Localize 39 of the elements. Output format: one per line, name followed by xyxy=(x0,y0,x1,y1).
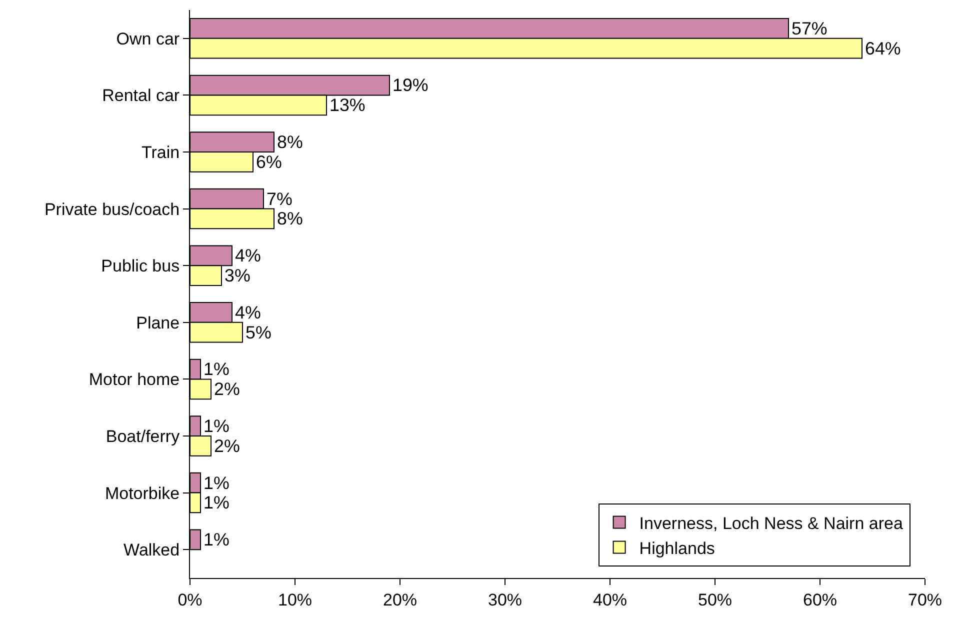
y-tick-label: Rental car xyxy=(102,86,180,106)
data-label: 8% xyxy=(277,208,303,229)
data-label: 6% xyxy=(256,152,282,172)
x-tick-label: 70% xyxy=(908,590,942,610)
data-label: 3% xyxy=(224,266,250,286)
y-tick-label: Own car xyxy=(116,29,180,48)
y-tick-label: Motorbike xyxy=(104,484,180,503)
data-label: 1% xyxy=(204,530,230,550)
data-label: 4% xyxy=(235,246,261,266)
x-tick-label: 0% xyxy=(178,590,202,610)
data-label: 64% xyxy=(865,38,901,58)
data-label: 2% xyxy=(214,379,240,400)
y-tick-label: Plane xyxy=(136,313,180,332)
y-tick-label: Public bus xyxy=(101,256,180,276)
data-label: 7% xyxy=(266,188,292,209)
legend-label: Inverness, Loch Ness & Nairn area xyxy=(639,514,904,533)
legend-label: Highlands xyxy=(639,538,715,558)
x-tick-label: 30% xyxy=(488,590,522,610)
y-tick-label: Motor home xyxy=(88,370,180,390)
x-tick-label: 40% xyxy=(592,590,628,610)
y-tick-label: Private bus/coach xyxy=(44,200,180,219)
data-label: 4% xyxy=(235,302,261,322)
y-tick-label: Walked xyxy=(124,540,180,560)
x-tick-label: 50% xyxy=(698,590,732,610)
data-label: 2% xyxy=(214,436,240,456)
data-label: 1% xyxy=(204,492,230,513)
data-label: 1% xyxy=(204,416,230,436)
data-label: 8% xyxy=(277,132,303,152)
data-label: 57% xyxy=(792,18,828,38)
data-label: 5% xyxy=(246,322,272,342)
data-label: 19% xyxy=(392,75,428,96)
data-label: 13% xyxy=(330,95,366,116)
x-tick-label: 10% xyxy=(278,590,312,610)
x-tick-label: 60% xyxy=(802,590,838,610)
data-label: 1% xyxy=(204,472,230,493)
y-tick-label: Boat/ferry xyxy=(106,426,180,446)
x-tick-label: 20% xyxy=(382,590,418,610)
y-tick-label: Train xyxy=(141,142,180,162)
data-label: 1% xyxy=(204,359,230,380)
